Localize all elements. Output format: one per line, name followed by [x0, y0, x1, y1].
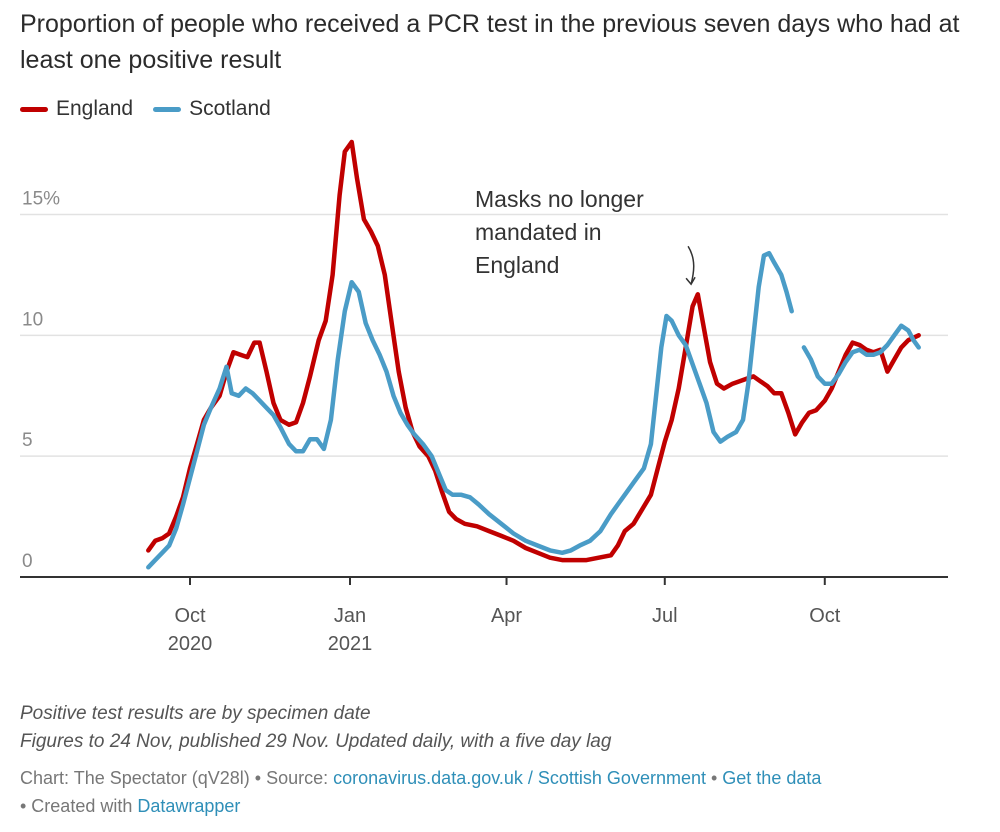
y-tick-label: 10	[22, 309, 43, 330]
annotation: Masks no longer mandated in England	[475, 186, 696, 286]
legend: England Scotland	[20, 94, 271, 124]
credits-chart-source: Chart: The Spectator (qV28l) • Source:	[20, 768, 334, 788]
note-line-1: Positive test results are by specimen da…	[20, 703, 371, 724]
y-tick-label: 5	[22, 430, 33, 451]
series-line-scotland	[146, 250, 794, 570]
credits-separator: •	[705, 768, 723, 788]
datawrapper-link[interactable]: Datawrapper	[137, 796, 241, 816]
credits-created-with: • Created with	[20, 796, 138, 816]
legend-swatch-scotland	[153, 106, 182, 112]
chart-notes: Positive test results are by specimen da…	[20, 700, 611, 756]
note-line-2: Figures to 24 Nov, published 29 Nov. Upd…	[20, 731, 612, 752]
annotation-arrowhead	[685, 276, 696, 286]
gridlines: 0 5 10 15%	[20, 189, 948, 572]
series-line-england	[146, 139, 921, 563]
annotation-arrow	[687, 245, 695, 285]
legend-item-scotland: Scotland	[153, 97, 271, 121]
annotation-text-line: Masks no longer	[475, 186, 644, 212]
y-tick-label: 0	[22, 551, 33, 572]
legend-item-england: England	[20, 97, 133, 121]
annotation-text-line: mandated in	[475, 219, 602, 245]
legend-label-england: England	[56, 97, 134, 120]
legend-swatch-england	[20, 106, 48, 112]
x-tick-label: Oct	[809, 605, 841, 627]
source-link[interactable]: coronavirus.data.gov.uk / Scottish Gover…	[333, 768, 706, 788]
line-chart: 0 5 10 15% Oct 2020 Jan 2021 Apr Jul Oct Masks no…	[20, 139, 948, 655]
x-tick-label: Apr	[491, 605, 522, 627]
series-lines	[146, 139, 921, 570]
chart-title: Proportion of people who received a PCR …	[20, 10, 960, 74]
get-data-link[interactable]: Get the data	[722, 768, 822, 788]
series-line-scotland	[801, 323, 921, 386]
x-axis: Oct 2020 Jan 2021 Apr Jul Oct	[20, 576, 948, 655]
x-tick-year-label: 2020	[168, 633, 213, 655]
y-tick-label: 15%	[22, 189, 60, 210]
annotation-text-line: England	[475, 252, 559, 278]
x-tick-label: Oct	[174, 605, 206, 627]
x-tick-year-label: 2021	[328, 633, 373, 655]
x-tick-label: Jan	[334, 605, 366, 627]
x-tick-label: Jul	[652, 605, 678, 627]
chart-credits: Chart: The Spectator (qV28l) • Source: c…	[20, 764, 985, 820]
legend-label-scotland: Scotland	[189, 97, 271, 120]
